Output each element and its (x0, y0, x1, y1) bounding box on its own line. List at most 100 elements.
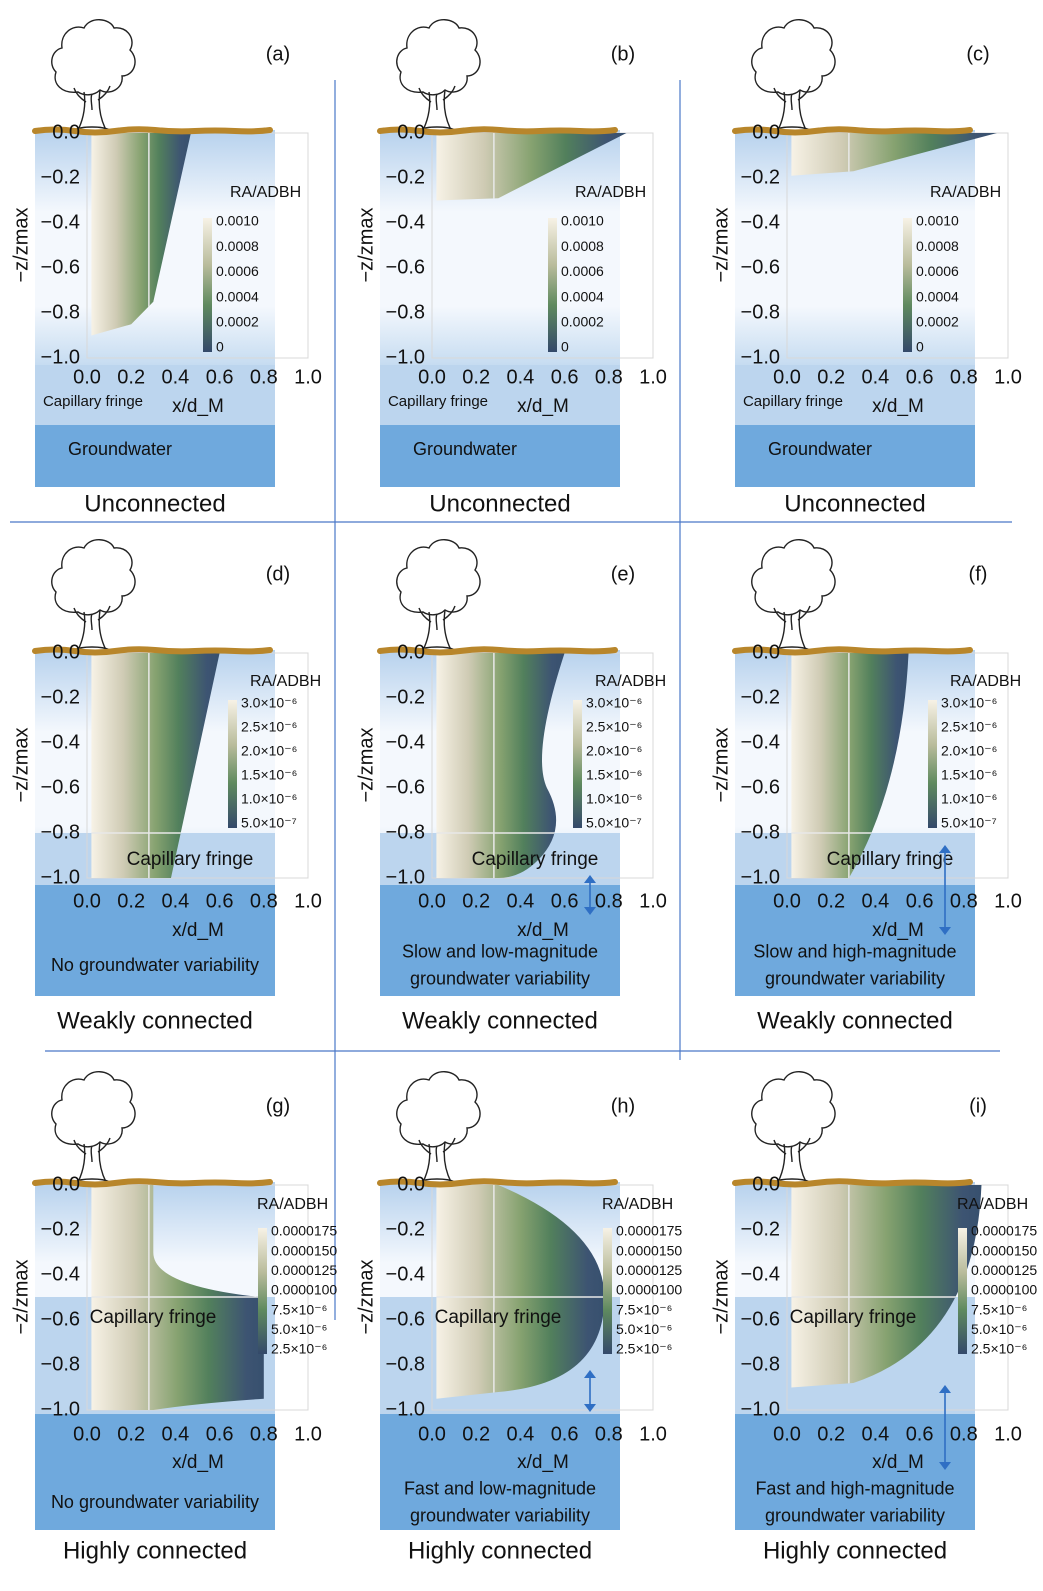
y-tick-label: −1.0 (741, 866, 780, 888)
fringe-label: Capillary fringe (827, 849, 954, 870)
colorbar (928, 700, 937, 828)
colorbar-tick-label: 0.0002 (561, 314, 604, 330)
panel: (i)0.0−0.2−0.4−0.6−0.8−1.00.00.20.40.60.… (710, 1072, 1037, 1565)
colorbar (258, 1228, 267, 1354)
x-tick-label: 1.0 (994, 890, 1022, 912)
y-axis-label: −z/zmax (10, 207, 32, 282)
colorbar-tick-label: 0.0000125 (271, 1262, 337, 1278)
x-axis-label: x/d_M (517, 1452, 569, 1473)
x-tick-label: 0.8 (595, 366, 623, 388)
colorbar (203, 218, 212, 352)
tree-icon (752, 1072, 835, 1182)
x-axis-label: x/d_M (872, 396, 924, 417)
connection-title: Highly connected (408, 1537, 592, 1564)
y-tick-label: 0.0 (752, 641, 780, 663)
y-tick-label: −0.4 (386, 731, 425, 753)
y-axis-label: −z/zmax (355, 207, 377, 282)
connection-title: Unconnected (784, 490, 925, 517)
colorbar-tick-label: 0.0004 (916, 288, 959, 304)
colorbar-tick-label: 0.0000175 (271, 1223, 337, 1239)
x-tick-label: 0.2 (117, 890, 145, 912)
colorbar-tick-label: 0 (916, 339, 924, 355)
zone-note: Groundwater (68, 439, 172, 459)
x-tick-label: 0.0 (418, 890, 446, 912)
colorbar-tick-label: 0 (216, 339, 224, 355)
colorbar-tick-label: 0.0000100 (271, 1282, 337, 1298)
connection-title: Weakly connected (402, 1007, 598, 1034)
x-tick-label: 0.4 (161, 366, 189, 388)
x-tick-label: 0.8 (950, 1423, 978, 1445)
colorbar-tick-label: 5.0×10⁻⁶ (971, 1321, 1027, 1337)
y-tick-label: −1.0 (386, 866, 425, 888)
y-tick-label: −0.8 (41, 1353, 80, 1375)
colorbar-tick-label: 0.0006 (561, 263, 604, 279)
y-tick-label: −0.6 (741, 256, 780, 278)
x-tick-label: 0.8 (250, 890, 278, 912)
y-tick-label: −0.2 (741, 1218, 780, 1240)
panel-label: (b) (611, 43, 635, 65)
zone-note: No groundwater variability (51, 955, 259, 975)
panel: (d)0.0−0.2−0.4−0.6−0.8−1.00.00.20.40.60.… (10, 540, 322, 1035)
panel: (e)0.0−0.2−0.4−0.6−0.8−1.00.00.20.40.60.… (355, 540, 667, 1035)
x-tick-label: 0.0 (418, 1423, 446, 1445)
y-tick-label: 0.0 (52, 121, 80, 143)
colorbar-label: RA/ADBH (602, 1196, 673, 1213)
y-tick-label: −0.8 (41, 821, 80, 843)
colorbar-label: RA/ADBH (575, 184, 646, 201)
x-tick-label: 0.8 (250, 366, 278, 388)
connection-title: Weakly connected (57, 1007, 253, 1034)
fringe-label: Capillary fringe (743, 393, 843, 410)
y-tick-label: −0.4 (41, 731, 80, 753)
figure: (a)0.0−0.2−0.4−0.6−0.8−1.00.00.20.40.60.… (0, 0, 1043, 1591)
colorbar-tick-label: 2.5×10⁻⁶ (971, 1341, 1027, 1357)
fringe-label: Capillary fringe (388, 393, 488, 410)
x-tick-label: 1.0 (994, 1423, 1022, 1445)
tree-icon (52, 20, 135, 130)
x-tick-label: 0.2 (817, 890, 845, 912)
y-tick-label: 0.0 (397, 1173, 425, 1195)
colorbar-label: RA/ADBH (250, 673, 321, 690)
x-axis-label: x/d_M (172, 396, 224, 417)
x-tick-label: 0.2 (117, 1423, 145, 1445)
y-tick-label: −1.0 (386, 346, 425, 368)
colorbar-tick-label: 0.0000175 (616, 1223, 682, 1239)
connection-title: Highly connected (63, 1537, 247, 1564)
x-tick-label: 0.4 (506, 1423, 534, 1445)
colorbar-tick-label: 0.0010 (216, 213, 259, 229)
y-tick-label: −0.2 (41, 1218, 80, 1240)
zone-note: Slow and high-magnitude (753, 941, 956, 961)
y-axis-label: −z/zmax (710, 1259, 732, 1334)
colorbar-tick-label: 0.0002 (916, 314, 959, 330)
zone-note: No groundwater variability (51, 1492, 259, 1512)
x-tick-label: 0.4 (861, 366, 889, 388)
panel: (g)0.0−0.2−0.4−0.6−0.8−1.00.00.20.40.60.… (10, 1072, 337, 1565)
colorbar-tick-label: 0.0000150 (616, 1242, 682, 1258)
y-axis-label: −z/zmax (10, 1259, 32, 1334)
colorbar-tick-label: 0.0008 (916, 238, 959, 254)
colorbar-tick-label: 0.0008 (216, 238, 259, 254)
y-tick-label: −1.0 (741, 346, 780, 368)
y-tick-label: −0.8 (386, 1353, 425, 1375)
x-tick-label: 1.0 (294, 890, 322, 912)
connection-title: Highly connected (763, 1537, 947, 1564)
y-tick-label: −0.6 (41, 1308, 80, 1330)
y-tick-label: 0.0 (752, 121, 780, 143)
colorbar-tick-label: 2.5×10⁻⁶ (271, 1341, 327, 1357)
colorbar-tick-label: 5.0×10⁻⁷ (586, 815, 642, 831)
y-tick-label: 0.0 (752, 1173, 780, 1195)
tree-icon (52, 1072, 135, 1182)
y-tick-label: −1.0 (741, 1398, 780, 1420)
x-tick-label: 0.8 (950, 890, 978, 912)
x-tick-label: 0.6 (206, 890, 234, 912)
y-tick-label: −0.2 (41, 166, 80, 188)
y-tick-label: −1.0 (386, 1398, 425, 1420)
y-tick-label: −0.6 (386, 1308, 425, 1330)
y-tick-label: 0.0 (397, 121, 425, 143)
x-tick-label: 1.0 (639, 366, 667, 388)
x-tick-label: 0.4 (861, 890, 889, 912)
colorbar-tick-label: 3.0×10⁻⁶ (941, 695, 997, 711)
zone-note: Groundwater (413, 439, 517, 459)
zone-note: groundwater variability (410, 1505, 590, 1525)
x-tick-label: 0.2 (817, 1423, 845, 1445)
